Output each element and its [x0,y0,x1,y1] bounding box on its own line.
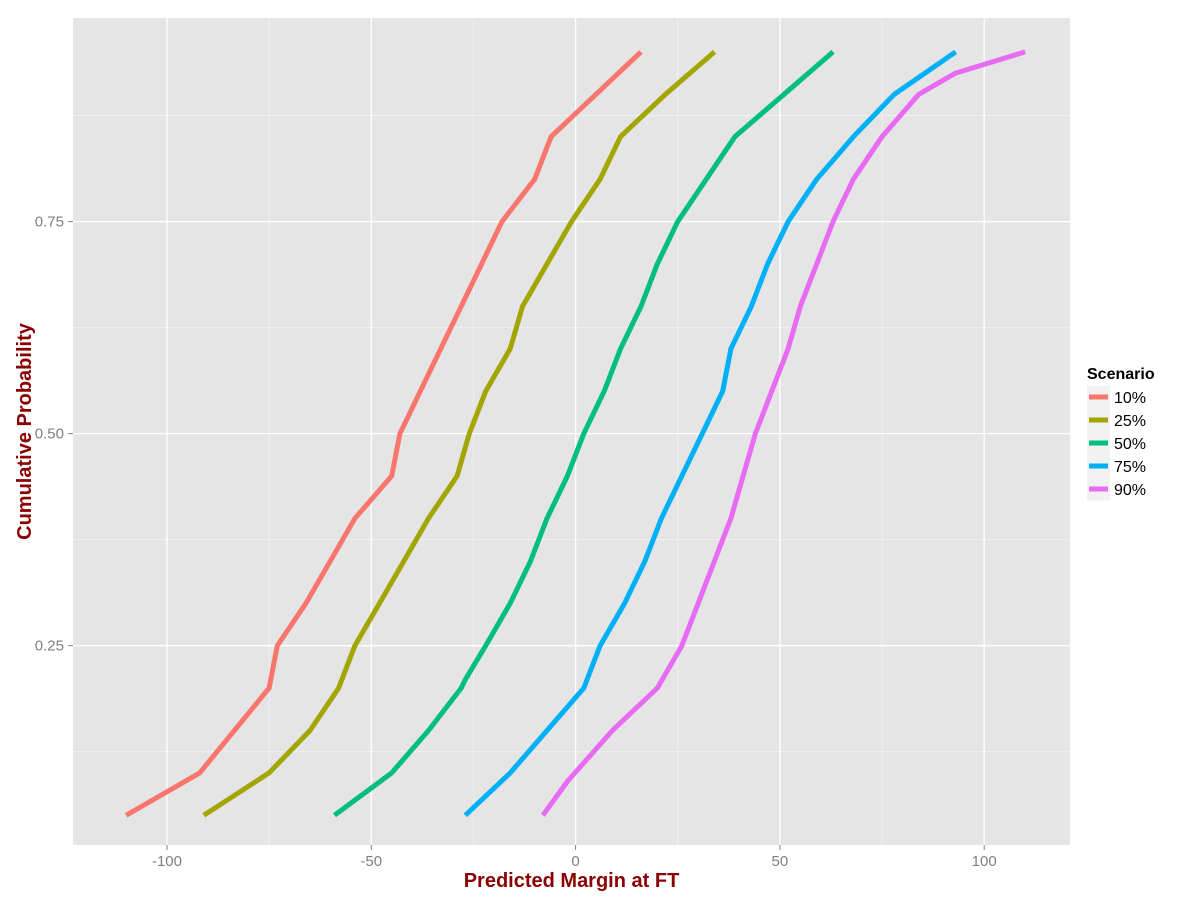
y-tick-label: 0.50 [35,426,64,443]
series-line-10pct [124,50,643,818]
x-tick-label: -100 [152,853,182,870]
plot-panel [73,18,1070,845]
major-gridlines [73,18,1070,845]
series-line-90pct [540,49,1026,817]
legend-label: 25% [1114,413,1146,430]
y-axis-ticks: 0.25 0.50 0.75 [35,214,73,655]
series-line-75pct [463,49,958,818]
y-axis-title: Cumulative Probability [14,322,36,540]
legend: Scenario 10% 25% 50% 75% 90% [1087,366,1155,501]
series-line-50pct [333,50,835,818]
x-tick-label: 50 [772,853,789,870]
legend-items: 10% 25% 50% 75% 90% [1087,385,1146,501]
y-tick-label: 0.75 [35,214,64,231]
x-axis-title: Predicted Margin at FT [464,870,680,892]
legend-label: 75% [1114,459,1146,476]
series-line-25pct [202,50,717,818]
legend-label: 50% [1114,436,1146,453]
x-axis-ticks: -100 -50 0 50 100 [152,845,997,870]
x-tick-label: 100 [972,853,997,870]
legend-label: 10% [1114,390,1146,407]
minor-gridlines [73,18,1070,845]
series-lines [124,49,1026,818]
y-tick-label: 0.25 [35,638,64,655]
x-tick-label: 0 [571,853,579,870]
legend-label: 90% [1114,482,1146,499]
legend-title: Scenario [1087,366,1155,383]
x-tick-label: -50 [360,853,382,870]
